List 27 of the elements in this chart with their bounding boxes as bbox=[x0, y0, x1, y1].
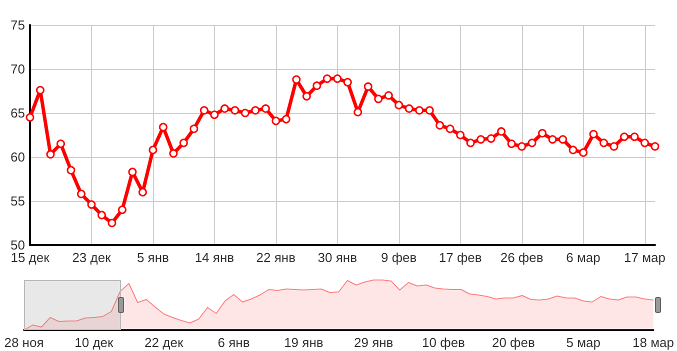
x-tick-label: 14 янв bbox=[194, 250, 234, 265]
x-tick-label: 15 дек bbox=[10, 250, 50, 265]
x-tick-label: 5 янв bbox=[136, 250, 170, 265]
x-tick-label: 29 янв bbox=[354, 335, 394, 350]
x-tick-label: 10 дек bbox=[74, 335, 114, 350]
x-tick-label: 9 фев bbox=[381, 250, 417, 265]
x-tick-label: 22 дек bbox=[144, 335, 184, 350]
x-tick-label: 20 фев bbox=[492, 335, 535, 350]
x-tick-label: 17 мар bbox=[624, 250, 666, 265]
x-tick-label: 22 янв bbox=[256, 250, 296, 265]
x-tick-label: 17 фев bbox=[438, 250, 482, 265]
y-tick-label: 70 bbox=[10, 62, 25, 76]
y-tick-label: 65 bbox=[10, 106, 25, 120]
y-tick-label: 75 bbox=[10, 18, 25, 32]
x-tick-label: 30 янв bbox=[318, 250, 358, 265]
x-tick-label: 6 янв bbox=[218, 335, 250, 350]
x-tick-label: 18 мар bbox=[632, 335, 674, 350]
x-tick-label: 19 янв bbox=[284, 335, 324, 350]
x-tick-label: 6 мар bbox=[566, 250, 600, 265]
y-tick-label: 60 bbox=[10, 150, 25, 164]
x-tick-label: 28 ноя bbox=[4, 335, 44, 350]
y-tick-label: 55 bbox=[10, 194, 25, 208]
x-tick-label: 23 дек bbox=[72, 250, 112, 265]
y-tick-label: 50 bbox=[10, 238, 25, 252]
x-tick-label: 10 фев bbox=[422, 335, 466, 350]
x-tick-label: 5 мар bbox=[566, 335, 600, 350]
x-tick-label: 26 фев bbox=[500, 250, 544, 265]
